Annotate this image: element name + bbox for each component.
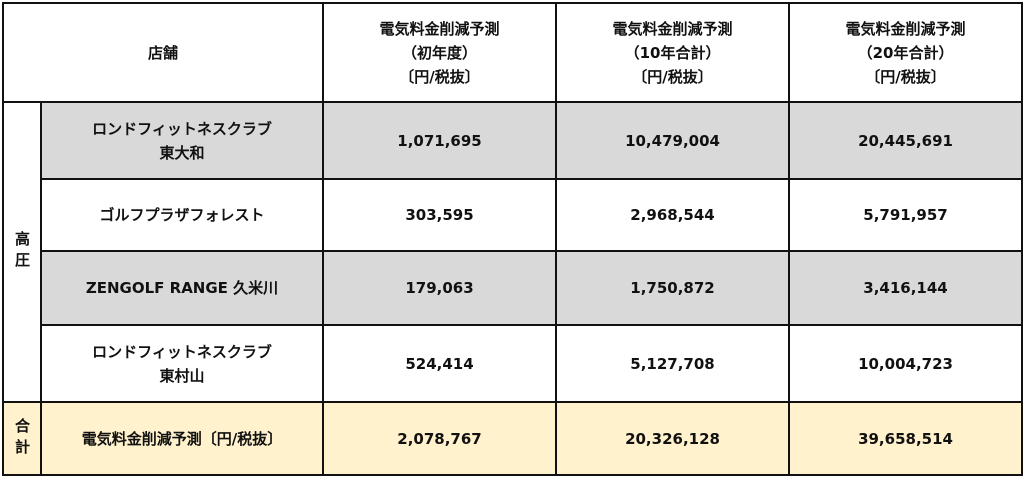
total-value-cell: 20,326,128	[555, 401, 791, 476]
column-header-unit: 〔円/税抜〕	[865, 67, 946, 86]
table-row: 高圧 ロンドフィットネスクラブ 東大和 1,071,695 10,479,004…	[2, 101, 1024, 403]
column-header-period: （初年度）	[402, 43, 478, 62]
table-row: ゴルフプラザフォレスト 303,595 2,968,544 5,791,957	[3, 178, 1024, 252]
column-header-title: 電気料金削減予測	[845, 19, 966, 38]
store-name-cell: ロンドフィットネスクラブ 東村山	[39, 324, 325, 403]
column-header-period: （10年合計）	[624, 43, 721, 62]
column-header-first-year: 電気料金削減予測 （初年度） 〔円/税抜〕	[322, 2, 558, 103]
store-branch: 東大和	[159, 143, 205, 162]
total-label: 電気料金削減予測〔円/税抜〕	[39, 401, 325, 476]
column-header-unit: 〔円/税抜〕	[399, 67, 480, 86]
total-group-label: 合計	[2, 401, 42, 476]
value-cell: 5,791,957	[788, 178, 1024, 252]
store-name-cell: ZENGOLF RANGE 久米川	[39, 250, 325, 326]
value-cell: 2,968,544	[555, 178, 791, 252]
total-row: 合計 電気料金削減予測〔円/税抜〕 2,078,767 20,326,128 3…	[2, 401, 1024, 476]
store-name: ロンドフィットネスクラブ	[92, 119, 272, 138]
value-cell: 1,750,872	[555, 250, 791, 326]
store-name: ロンドフィットネスクラブ	[92, 342, 272, 361]
value-cell: 20,445,691	[788, 101, 1024, 180]
value-cell: 1,071,695	[322, 101, 558, 180]
store-branch: 東村山	[159, 366, 205, 385]
column-header-title: 電気料金削減予測	[612, 19, 733, 38]
store-header: 店舗	[1, 2, 325, 103]
table-row: ロンドフィットネスクラブ 東村山 524,414 5,127,708 10,00…	[3, 324, 1024, 403]
value-cell: 179,063	[322, 250, 558, 326]
column-header-period: （20年合計）	[857, 43, 954, 62]
value-cell: 524,414	[322, 324, 558, 403]
column-header-unit: 〔円/税抜〕	[632, 67, 713, 86]
high-voltage-group-label: 高圧	[2, 101, 42, 403]
value-cell: 10,479,004	[555, 101, 791, 180]
value-cell: 3,416,144	[788, 250, 1024, 326]
header-row: 店舗 電気料金削減予測 （初年度） 〔円/税抜〕 電気料金削減予測 （10年合計…	[1, 2, 1024, 103]
column-header-title: 電気料金削減予測	[379, 19, 500, 38]
value-cell: 303,595	[322, 178, 558, 252]
total-value-cell: 2,078,767	[322, 401, 558, 476]
column-header-10-year: 電気料金削減予測 （10年合計） 〔円/税抜〕	[555, 2, 791, 103]
column-header-20-year: 電気料金削減予測 （20年合計） 〔円/税抜〕	[788, 2, 1024, 103]
table-row: ZENGOLF RANGE 久米川 179,063 1,750,872 3,41…	[3, 250, 1024, 326]
store-name-cell: ゴルフプラザフォレスト	[39, 178, 325, 252]
total-value-cell: 39,658,514	[788, 401, 1024, 476]
value-cell: 10,004,723	[788, 324, 1024, 403]
store-name-cell: ロンドフィットネスクラブ 東大和	[39, 101, 325, 180]
value-cell: 5,127,708	[555, 324, 791, 403]
